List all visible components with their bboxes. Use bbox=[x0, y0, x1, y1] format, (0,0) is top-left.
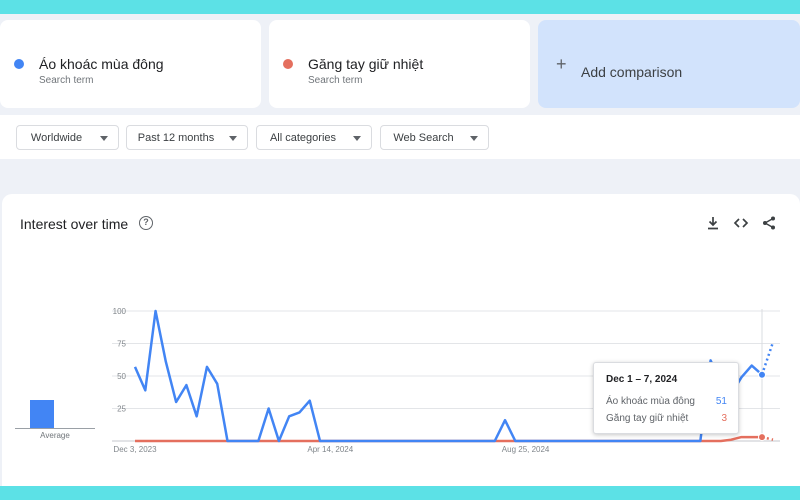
interest-chart[interactable]: 25 50 75 100 Dec 3, 2023 Apr 14, 2024 Aug 25, … bbox=[2, 194, 800, 486]
caret-down-icon bbox=[229, 136, 237, 141]
hover-point bbox=[758, 433, 766, 442]
download-icon[interactable] bbox=[705, 215, 721, 231]
interest-over-time-panel: Interest over time ? Average 25 50 75 100 De… bbox=[2, 194, 800, 486]
panel-title: Interest over time bbox=[20, 216, 129, 232]
search-term-card-2[interactable]: Găng tay giữ nhiệt Search term bbox=[269, 20, 530, 108]
add-comparison-label: Add comparison bbox=[581, 64, 683, 80]
partial-data-line bbox=[760, 341, 775, 376]
search-term-caption: Search term bbox=[308, 75, 363, 86]
trends-page: Áo khoác mùa đông Search term Găng tay g… bbox=[0, 14, 800, 486]
y-tick-label: 50 bbox=[117, 372, 126, 381]
search-term-caption: Search term bbox=[39, 75, 94, 86]
average-label: Average bbox=[40, 431, 70, 440]
x-tick-label: Apr 14, 2024 bbox=[307, 445, 353, 454]
caret-down-icon bbox=[100, 136, 108, 141]
y-tick-label: 75 bbox=[117, 340, 126, 349]
y-tick-label: 100 bbox=[113, 307, 127, 316]
embed-icon[interactable] bbox=[733, 215, 749, 231]
series-color-dot bbox=[283, 59, 293, 69]
hover-point bbox=[758, 370, 766, 379]
share-icon[interactable] bbox=[761, 215, 777, 231]
chart-tooltip: Dec 1 – 7, 2024 Áo khoác mùa đông 51 Găn… bbox=[593, 362, 739, 434]
search-term-name[interactable]: Găng tay giữ nhiệt bbox=[308, 56, 424, 72]
series-color-dot bbox=[14, 59, 24, 69]
average-baseline bbox=[15, 428, 95, 429]
series-line bbox=[133, 309, 763, 443]
location-filter[interactable]: Worldwide bbox=[16, 125, 119, 150]
time-range-filter[interactable]: Past 12 months bbox=[126, 125, 248, 150]
y-tick-label: 25 bbox=[117, 405, 126, 414]
caret-down-icon bbox=[470, 136, 478, 141]
add-comparison-button[interactable]: + Add comparison bbox=[538, 20, 800, 108]
search-type-filter[interactable]: Web Search bbox=[380, 125, 489, 150]
tooltip-series-label: Găng tay giữ nhiệt bbox=[606, 413, 689, 424]
location-filter-label: Worldwide bbox=[30, 132, 83, 144]
plus-icon: + bbox=[556, 54, 567, 74]
average-bar bbox=[30, 400, 54, 428]
tooltip-series-value: 3 bbox=[721, 413, 727, 424]
x-tick-label: Aug 25, 2024 bbox=[502, 445, 550, 454]
help-icon[interactable]: ? bbox=[139, 216, 153, 230]
search-term-card-1[interactable]: Áo khoác mùa đông Search term bbox=[0, 20, 261, 108]
caret-down-icon bbox=[353, 136, 361, 141]
x-tick-label: Dec 3, 2023 bbox=[113, 445, 157, 454]
category-filter-label: All categories bbox=[269, 132, 337, 144]
search-term-name[interactable]: Áo khoác mùa đông bbox=[39, 56, 164, 72]
time-range-filter-label: Past 12 months bbox=[137, 132, 215, 144]
search-type-filter-label: Web Search bbox=[393, 132, 454, 144]
tooltip-series-label: Áo khoác mùa đông bbox=[606, 396, 695, 407]
tooltip-date: Dec 1 – 7, 2024 bbox=[606, 374, 678, 385]
tooltip-series-value: 51 bbox=[715, 396, 727, 407]
filter-bar: Worldwide Past 12 months All categories … bbox=[0, 115, 800, 159]
category-filter[interactable]: All categories bbox=[256, 125, 372, 150]
